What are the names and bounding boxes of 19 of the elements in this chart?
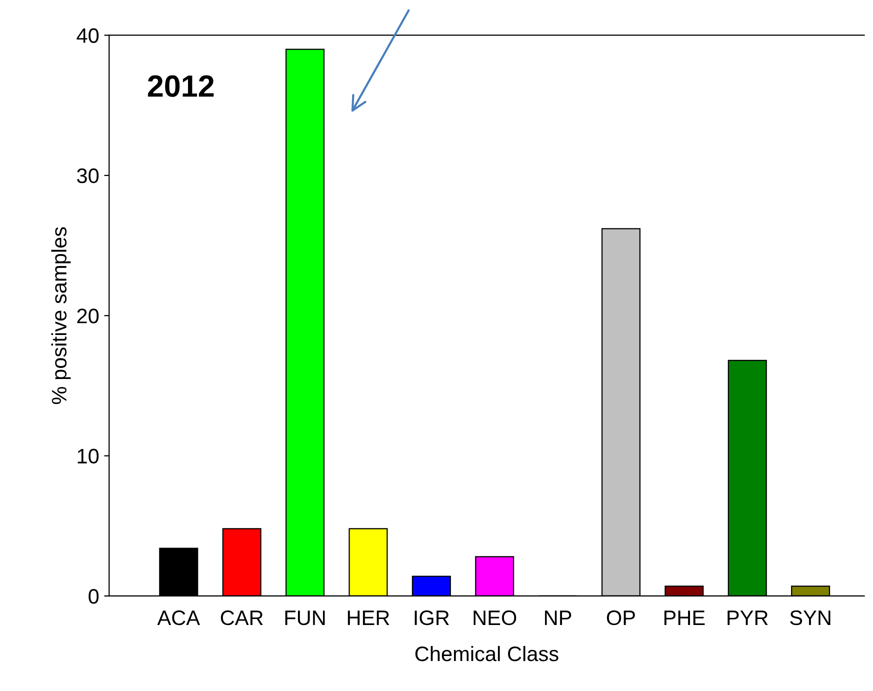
- annotation: 2012: [148, 75, 214, 97]
- y-tick-label: 40: [76, 28, 99, 43]
- y-tick-label: 10: [78, 448, 99, 464]
- x-tick-label: NP: [545, 610, 572, 625]
- x-tick-label: PYR: [728, 610, 768, 625]
- x-tick-label: HER: [348, 610, 390, 625]
- x-tick-label: NEO: [474, 610, 516, 626]
- y-tick-label: 20: [77, 308, 99, 324]
- x-tick-label: FUN: [285, 610, 325, 626]
- x-tick-label: IGR: [414, 610, 449, 626]
- y-axis-title: % positive samples: [51, 227, 71, 404]
- x-tick-label: OP: [606, 610, 635, 626]
- x-axis-title: Chemical Class: [415, 646, 558, 662]
- y-tick-label: 30: [77, 168, 99, 184]
- x-tick-label: PHE: [664, 610, 705, 625]
- x-tick-label: SYN: [790, 610, 830, 626]
- x-tick-label: CAR: [220, 610, 263, 626]
- x-tick-label: ACA: [157, 610, 200, 626]
- y-tick-label: 0: [88, 588, 99, 604]
